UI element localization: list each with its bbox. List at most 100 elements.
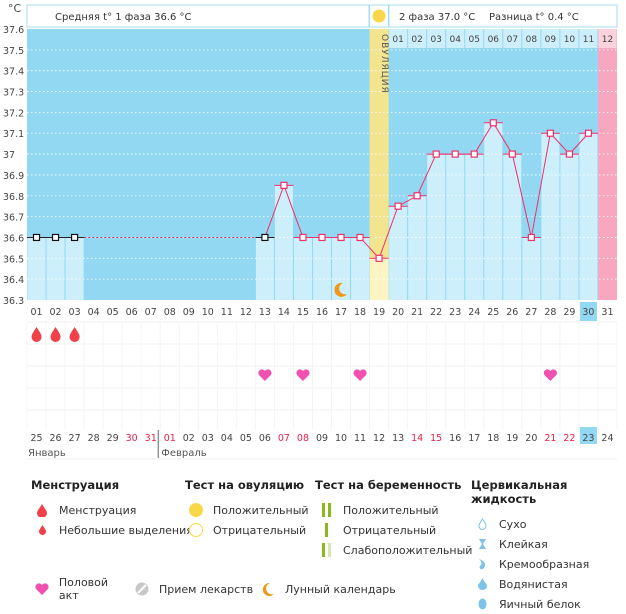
phase2-average: 2 фаза 37.0 °C (399, 12, 475, 23)
temperature-bar (427, 154, 446, 300)
date-label: 27 (69, 433, 81, 444)
legend-cervical-fluid: Цервикальная жидкость Сухо Клейкая Кремо… (471, 478, 626, 614)
temperature-bar (503, 154, 522, 300)
dry-icon (471, 518, 493, 530)
cycle-day-label: 15 (297, 307, 309, 318)
y-tick-label: 36.6 (3, 233, 24, 244)
temperature-point (413, 192, 421, 200)
bbt-chart: °C Средняя t° 1 фаза 36.6 °C 2 фаза 37.0… (3, 2, 618, 460)
legend-title: Тест на овуляцию (185, 478, 305, 492)
legend-item: Сухо (499, 517, 527, 531)
legend-item: Положительный (213, 503, 309, 517)
legend-title: Менструация (31, 478, 120, 492)
temperature-bar (560, 154, 579, 300)
luteal-day-label: 10 (564, 35, 576, 45)
y-tick-label: 37.4 (3, 67, 24, 78)
cycle-day-label: 11 (221, 307, 233, 318)
date-label: 31 (145, 433, 157, 444)
temperature-bar (389, 206, 408, 300)
luteal-day-cell (560, 29, 579, 48)
one-line-icon (315, 523, 337, 537)
luteal-day-cell (484, 29, 503, 48)
cycle-day-label: 23 (449, 307, 461, 318)
y-unit: °C (8, 2, 22, 15)
legend-title: Тест на беременность (315, 478, 462, 492)
temperature-point (489, 119, 497, 127)
legend-item: Слабоположительный (343, 543, 473, 557)
luteal-day-cell (503, 29, 522, 48)
current-day-highlight (579, 302, 597, 321)
temperature-point (565, 150, 574, 158)
cycle-day-label: 14 (278, 307, 290, 318)
luteal-day-cell (408, 29, 427, 48)
legend-item: Небольшие выделения (59, 523, 193, 537)
legend-menstruation: Менструация Менструация Небольшие выделе… (31, 478, 193, 540)
cycle-day-label: 20 (392, 307, 404, 318)
cycle-day-label: 08 (164, 307, 176, 318)
legend-item: Половой акт (58, 576, 109, 602)
y-tick-label: 37.1 (3, 129, 24, 140)
temperature-bar (65, 237, 84, 300)
luteal-day-cell (522, 29, 541, 48)
cycle-day-label: 01 (30, 307, 42, 318)
date-label: 03 (202, 433, 214, 444)
date-label: 21 (544, 433, 556, 444)
legend-title: Цервикальная жидкость (471, 478, 568, 506)
moon-icon (334, 282, 348, 297)
cycle-day-label: 10 (202, 307, 214, 318)
date-label: 05 (240, 433, 252, 444)
cycle-day-label: 16 (316, 307, 328, 318)
cycle-day-label: 12 (240, 307, 252, 318)
negative-circle-icon (185, 522, 207, 538)
luteal-day-cell (465, 29, 484, 48)
luteal-day-label: 07 (507, 35, 518, 45)
luteal-day-label: 08 (526, 35, 538, 45)
legend-item: Отрицательный (213, 523, 307, 537)
menstruation-drop-icon (69, 327, 80, 342)
cycle-day-label: 09 (183, 307, 195, 318)
small-drop-icon (31, 525, 53, 535)
temperature-bar (465, 154, 484, 300)
date-label: 02 (183, 433, 195, 444)
cycle-day-label: 29 (563, 307, 575, 318)
cycle-day-label: 07 (145, 307, 157, 318)
cycle-day-label: 24 (468, 307, 480, 318)
legend-item: Отрицательный (343, 523, 437, 537)
date-label: 30 (126, 433, 138, 444)
luteal-day-label: 03 (430, 35, 441, 45)
pill-icon (131, 582, 153, 596)
legend-item: Лунный календарь (285, 582, 396, 596)
legend-pregnancy-test: Тест на беременность Положительный Отриц… (315, 478, 472, 560)
ovulation-label: ОВУЛЯЦИЯ (379, 34, 389, 94)
legend-ovulation-test: Тест на овуляцию Положительный Отрицател… (185, 478, 309, 540)
legend-item: Прием лекарств (159, 582, 254, 596)
date-label: 04 (221, 433, 233, 444)
luteal-day-label: 12 (602, 35, 613, 45)
date-label: 18 (487, 433, 499, 444)
luteal-day-label: 09 (545, 35, 557, 45)
temperature-point (508, 150, 516, 158)
date-label: 13 (392, 433, 404, 444)
cycle-day-label: 30 (582, 307, 594, 318)
cycle-day-label: 31 (601, 307, 613, 318)
cycle-day-label: 04 (88, 307, 100, 318)
legend-item: Клейкая (499, 537, 548, 551)
temperature-bar (351, 237, 370, 300)
temperature-point (527, 233, 535, 242)
luteal-day-label: 11 (583, 35, 594, 45)
creamy-icon (471, 558, 493, 570)
legend-item: Положительный (343, 503, 439, 517)
temperature-difference: Разница t° 0.4 °C (489, 12, 579, 23)
cycle-day-label: 13 (259, 307, 271, 318)
temperature-bar (332, 237, 351, 300)
date-label: 24 (601, 433, 613, 444)
y-tick-label: 36.5 (3, 254, 24, 265)
temperature-point (584, 129, 593, 137)
egg-white-icon (471, 598, 493, 610)
date-label: 17 (468, 433, 480, 444)
temperature-bar (312, 237, 332, 300)
temperature-bar (46, 237, 65, 300)
heart-icon (258, 369, 272, 381)
date-label: 16 (449, 433, 461, 444)
heart-icon (296, 369, 310, 381)
